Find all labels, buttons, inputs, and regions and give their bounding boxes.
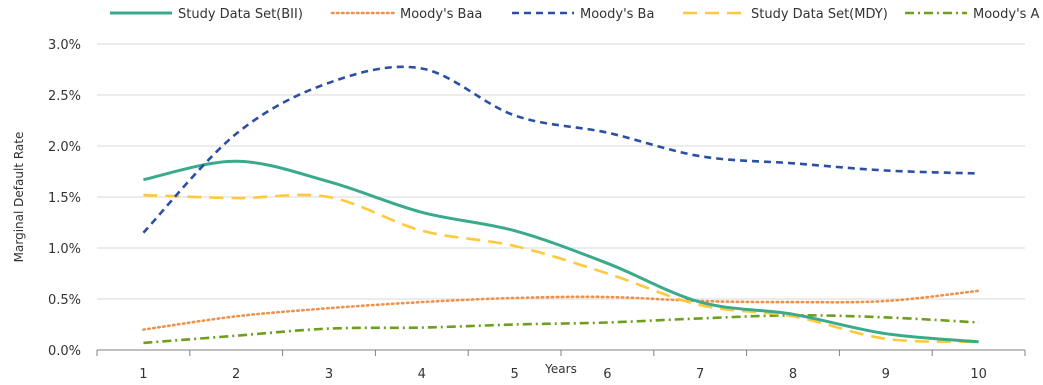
x-tick-label: 6: [603, 367, 611, 382]
y-tick-label: 0.5%: [48, 293, 81, 308]
y-tick-label: 0.0%: [48, 344, 81, 359]
legend-label-3: Study Data Set(MDY): [751, 7, 888, 22]
y-axis-ticks: 0.0% 0.5% 1.0% 1.5% 2.0% 2.5% 3.0%: [48, 38, 81, 359]
series-line-1: [142, 289, 980, 331]
x-tick-label: 5: [510, 367, 518, 382]
y-tick-label: 2.0%: [48, 140, 81, 155]
x-tick-label: 2: [232, 367, 240, 382]
series-lines: [142, 65, 980, 345]
y-tick-label: 3.0%: [48, 38, 81, 53]
x-tick-label: 1: [139, 367, 147, 382]
x-tick-label: 9: [882, 367, 890, 382]
x-axis-ticks: 1 2 3 4 5 6 7 8 9 10: [139, 367, 987, 382]
series-line-0: [143, 159, 979, 344]
legend-label-0: Study Data Set(BII): [178, 7, 303, 22]
x-tick-label: 8: [789, 367, 797, 382]
legend-label-1: Moody's Baa: [400, 7, 482, 22]
x-tick-label: 4: [418, 367, 426, 382]
series-line-4: [143, 313, 979, 345]
x-axis: [96, 349, 1026, 356]
legend: Study Data Set(BII) Moody's Baa Moody's Ba…: [110, 7, 1040, 22]
y-tick-label: 1.0%: [48, 242, 81, 257]
gridlines: [97, 43, 1025, 300]
legend-label-2: Moody's Ba: [580, 7, 654, 22]
series-line-3: [143, 193, 979, 344]
y-tick-label: 1.5%: [48, 191, 81, 206]
x-axis-label: Years: [544, 362, 577, 376]
series-line-2: [142, 65, 979, 234]
y-tick-label: 2.5%: [48, 89, 81, 104]
legend-label-4: Moody's A: [973, 7, 1040, 22]
x-tick-label: 3: [325, 367, 333, 382]
x-tick-label: 7: [696, 367, 704, 382]
x-tick-label: 10: [970, 367, 987, 382]
y-axis-label: Marginal Default Rate: [12, 132, 26, 263]
